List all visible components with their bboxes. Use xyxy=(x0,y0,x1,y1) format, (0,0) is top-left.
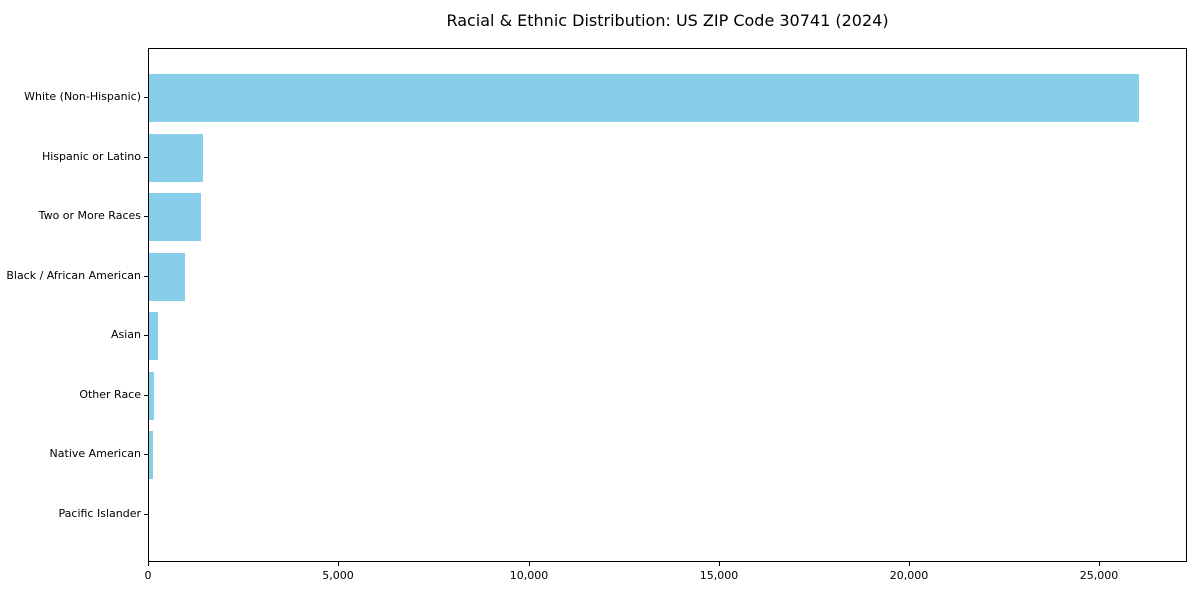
y-tick-white-non-hispanic xyxy=(144,97,148,98)
bar-two-or-more-races xyxy=(149,193,201,242)
x-tick-label-20000: 20,000 xyxy=(889,569,929,582)
x-tick-10000 xyxy=(529,562,530,566)
x-tick-label-25000: 25,000 xyxy=(1079,569,1119,582)
y-tick-asian xyxy=(144,335,148,336)
y-tick-two-or-more-races xyxy=(144,216,148,217)
y-axis-label-native-american: Native American xyxy=(49,447,141,460)
bar-white-non-hispanic xyxy=(149,74,1139,122)
y-tick-black-african-american xyxy=(144,276,148,277)
bar-other-race xyxy=(149,371,154,420)
x-tick-20000 xyxy=(909,562,910,566)
bar-native-american xyxy=(149,431,153,480)
y-axis-label-other-race: Other Race xyxy=(79,388,141,401)
y-axis-label-two-or-more-races: Two or More Races xyxy=(38,209,141,222)
plot-area xyxy=(148,48,1187,562)
y-axis-label-hispanic-or-latino: Hispanic or Latino xyxy=(41,150,141,163)
x-tick-label-5000: 5,000 xyxy=(322,569,354,582)
bar-asian xyxy=(149,312,158,361)
y-tick-native-american xyxy=(144,454,148,455)
chart-title: Racial & Ethnic Distribution: US ZIP Cod… xyxy=(446,11,889,30)
y-axis-label-asian: Asian xyxy=(110,328,141,341)
x-tick-label-10000: 10,000 xyxy=(509,569,549,582)
y-tick-pacific-islander xyxy=(144,514,148,515)
y-tick-hispanic-or-latino xyxy=(144,157,148,158)
x-tick-15000 xyxy=(719,562,720,566)
x-tick-25000 xyxy=(1099,562,1100,566)
y-axis-label-white-non-hispanic: White (Non-Hispanic) xyxy=(24,90,141,103)
y-tick-other-race xyxy=(144,395,148,396)
x-tick-label-0: 0 xyxy=(144,569,152,582)
x-tick-label-15000: 15,000 xyxy=(699,569,739,582)
x-tick-5000 xyxy=(338,562,339,566)
bar-hispanic-or-latino xyxy=(149,133,203,182)
x-tick-0 xyxy=(148,562,149,566)
bar-black-african-american xyxy=(149,252,185,301)
y-axis-label-black-african-american: Black / African American xyxy=(6,269,141,282)
y-axis-label-pacific-islander: Pacific Islander xyxy=(58,507,141,520)
